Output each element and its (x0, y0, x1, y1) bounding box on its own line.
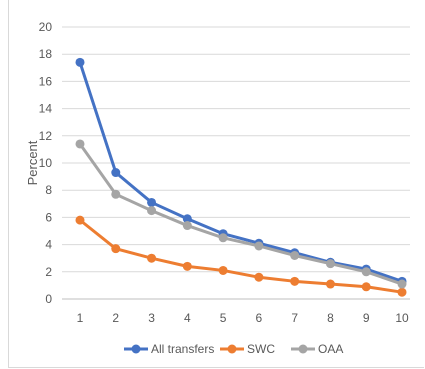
data-point-swc (361, 282, 371, 292)
y-tick-label: 16 (39, 74, 53, 88)
data-point-oaa (218, 233, 228, 243)
data-point-oaa (111, 189, 121, 199)
data-point-swc (182, 261, 192, 271)
series-line-oaa (78, 142, 404, 286)
legend-swatch-marker (227, 344, 237, 354)
data-point-oaa (397, 279, 407, 289)
x-tick-labels: 1 2 3 4 5 6 7 8 9 10 (77, 311, 409, 325)
y-tick-label: 18 (39, 47, 53, 61)
x-tick-label: 8 (327, 311, 334, 325)
x-tick-label: 6 (256, 311, 263, 325)
data-point-oaa (325, 259, 335, 269)
y-tick-label: 20 (39, 20, 53, 34)
legend-swatch-marker (131, 344, 141, 354)
series-oaa (75, 139, 407, 289)
data-point-oaa (182, 221, 192, 231)
y-tick-label: 12 (39, 129, 53, 143)
data-point-swc (290, 276, 300, 286)
legend-label: SWC (247, 342, 275, 356)
data-point-all-transfers (75, 57, 85, 67)
x-tick-label: 9 (363, 311, 370, 325)
legend-item-oaa: OAA (291, 342, 343, 356)
data-point-swc (75, 215, 85, 225)
x-tick-label: 3 (148, 311, 155, 325)
y-axis-label: Percent (25, 140, 40, 185)
data-point-all-transfers (111, 168, 121, 178)
data-point-all-transfers (147, 197, 157, 207)
y-tick-label: 0 (45, 292, 52, 306)
series-swc (75, 215, 407, 297)
y-tick-label: 14 (39, 102, 53, 116)
data-point-oaa (290, 250, 300, 260)
x-tick-label: 5 (220, 311, 227, 325)
y-tick-labels: 0 2 4 6 8 10 12 14 16 18 20 (39, 20, 53, 306)
x-tick-label: 2 (112, 311, 119, 325)
y-tick-label: 8 (45, 183, 52, 197)
data-point-swc (254, 272, 264, 282)
series-line-swc (78, 218, 404, 294)
y-tick-label: 4 (45, 238, 52, 252)
data-point-swc (147, 253, 157, 263)
legend-label: All transfers (151, 342, 214, 356)
legend-item-all-transfers: All transfers (124, 342, 214, 356)
data-point-swc (111, 244, 121, 254)
series-group (75, 57, 407, 297)
chart-frame (8, 0, 424, 368)
legend-item-swc: SWC (220, 342, 275, 356)
x-tick-label: 10 (395, 311, 409, 325)
x-tick-label: 4 (184, 311, 191, 325)
data-point-oaa (75, 139, 85, 149)
data-point-swc (397, 287, 407, 297)
y-tick-label: 2 (45, 265, 52, 279)
legend-label: OAA (318, 342, 343, 356)
series-line-all-transfers (78, 60, 404, 283)
legend: All transfers SWC OAA (124, 342, 343, 356)
data-point-oaa (147, 206, 157, 216)
data-point-swc (325, 279, 335, 289)
data-point-oaa (254, 241, 264, 251)
y-tick-label: 6 (45, 210, 52, 224)
x-tick-label: 7 (291, 311, 298, 325)
data-point-all-transfers (182, 214, 192, 224)
legend-swatch-marker (298, 344, 308, 354)
data-point-swc (218, 265, 228, 275)
data-point-oaa (361, 267, 371, 277)
x-tick-label: 1 (77, 311, 84, 325)
y-tick-label: 10 (39, 156, 53, 170)
